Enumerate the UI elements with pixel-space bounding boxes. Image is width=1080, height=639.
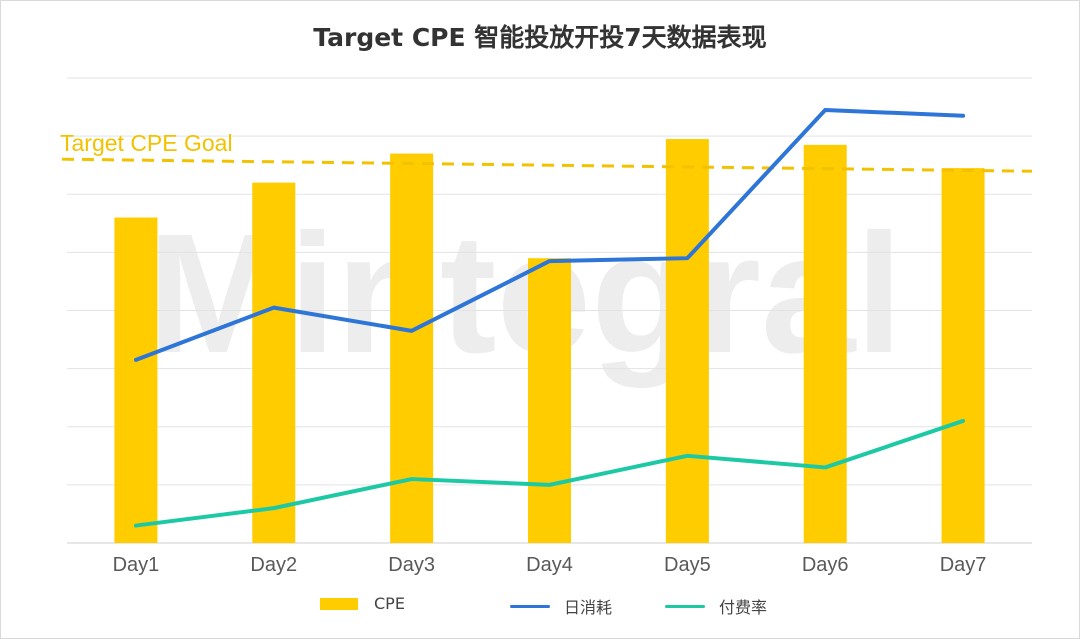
line-pay-rate: [133, 418, 966, 528]
goal-line-label: Target CPE Goal: [60, 130, 233, 156]
legend-label-cpe: CPE: [374, 594, 405, 613]
x-tick-label-day1: Day1: [113, 554, 160, 576]
x-tick-label-day4: Day4: [526, 554, 573, 576]
x-axis-tick-labels: Day1 Day2 Day3 Day4 Day5 Day6 Day7: [113, 554, 987, 576]
goal-line: [61, 157, 1033, 173]
legend-label-pay-rate: 付费率: [719, 598, 768, 617]
chart-legend: CPE 日消耗 付费率: [0, 594, 1080, 620]
bar-cpe-day7: [941, 168, 985, 543]
legend-label-daily-spend: 日消耗: [564, 598, 613, 617]
x-tick-label-day3: Day3: [388, 554, 435, 576]
series-lines: [133, 107, 966, 528]
chart-title: Target CPE 智能投放开投7天数据表现: [313, 23, 767, 52]
bar-cpe-day3: [390, 153, 434, 543]
bar-cpe-day4: [528, 258, 571, 543]
bar-cpe-day2: [252, 182, 296, 543]
goal-line-group: Target CPE Goal: [60, 130, 1033, 173]
x-tick-label-day2: Day2: [250, 554, 297, 576]
x-tick-label-day5: Day5: [664, 554, 711, 576]
legend-swatch-cpe: [320, 597, 358, 610]
legend-item-pay-rate: 付费率: [665, 594, 767, 618]
x-tick-label-day6: Day6: [802, 554, 849, 576]
line-daily-spend: [133, 107, 966, 362]
legend-swatch-daily-spend: [510, 604, 550, 608]
legend-swatch-pay-rate: [665, 604, 705, 608]
legend-item-daily-spend: 日消耗: [510, 594, 612, 618]
bar-cpe-day5: [665, 139, 709, 543]
bars-cpe: [114, 139, 985, 543]
bar-cpe-day1: [114, 217, 158, 543]
legend-item-cpe: CPE: [320, 594, 405, 613]
x-tick-label-day7: Day7: [940, 554, 987, 576]
bar-cpe-day6: [803, 144, 847, 543]
